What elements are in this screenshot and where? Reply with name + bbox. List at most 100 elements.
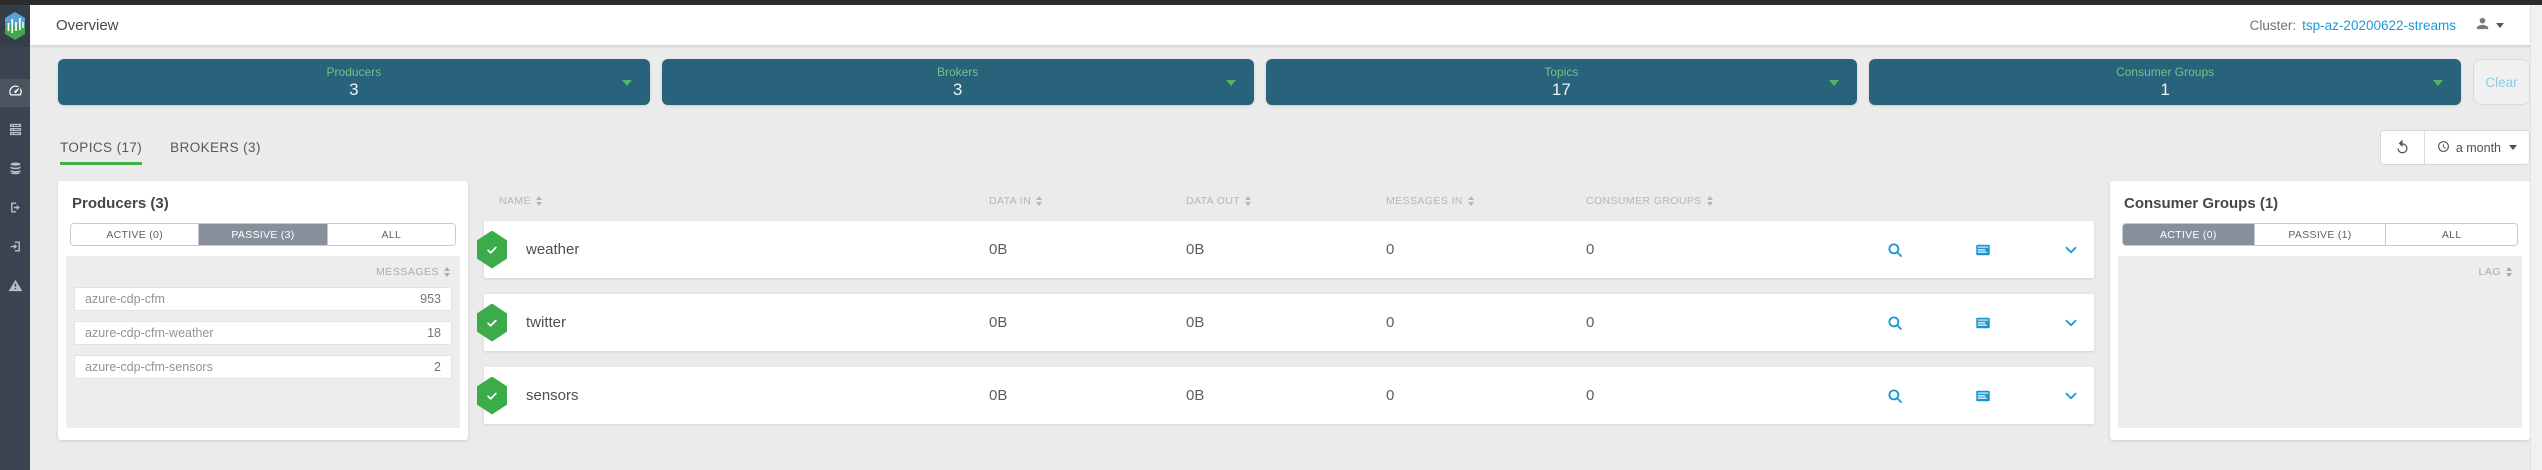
producers-panel-title: Producers (3) — [72, 195, 169, 212]
clear-filters-button[interactable]: Clear — [2473, 59, 2530, 105]
sort-icon — [1036, 196, 1043, 206]
messages-column-label: MESSAGES — [376, 266, 439, 278]
topic-messages-in: 0 — [1386, 241, 1395, 258]
topic-consumer-groups: 0 — [1586, 314, 1595, 331]
page-title: Overview — [56, 16, 119, 34]
cluster-link[interactable]: tsp-az-20200622-streams — [2302, 17, 2456, 33]
producer-row[interactable]: azure-cdp-cfm 953 — [74, 287, 452, 311]
search-icon[interactable] — [1886, 241, 1904, 259]
filter-card-label: Producers — [326, 64, 382, 79]
producers-filter-segmented: ACTIVE (0) PASSIVE (3) ALL — [70, 223, 456, 246]
expand-chevron-icon[interactable] — [2062, 241, 2080, 259]
topic-name[interactable]: weather — [526, 241, 580, 258]
consumer-groups-panel: Consumer Groups (1) ACTIVE (0) PASSIVE (… — [2110, 181, 2530, 440]
arrow-out-icon — [8, 200, 23, 220]
producer-name: azure-cdp-cfm-weather — [85, 326, 214, 340]
topic-data-in: 0B — [989, 387, 1008, 404]
column-header-data-out[interactable]: DATA OUT — [1186, 195, 1386, 207]
filter-card-label: Consumer Groups — [2116, 64, 2215, 79]
filter-card-row: Producers 3 Brokers 3 Topics 17 — [58, 59, 2530, 105]
topic-profile-icon[interactable] — [1974, 387, 1992, 405]
topic-row-twitter: twitter 0B 0B 0 0 — [477, 294, 2094, 351]
expand-chevron-icon[interactable] — [2062, 314, 2080, 332]
producer-messages: 18 — [427, 326, 441, 340]
smm-logo-icon[interactable] — [0, 5, 30, 47]
sort-icon — [444, 267, 450, 277]
topics-table: NAME DATA IN DATA OUT MESSAGES IN CONSUM… — [477, 181, 2094, 440]
clock-icon — [2437, 140, 2450, 156]
servers-icon — [8, 122, 23, 142]
sort-icon — [1467, 196, 1474, 206]
filter-card-label: Topics — [1544, 64, 1579, 79]
filter-card-producers[interactable]: Producers 3 — [58, 59, 650, 105]
topic-data-out: 0B — [1186, 241, 1205, 258]
consumer-groups-sort-header[interactable]: LAG — [2128, 266, 2512, 278]
person-icon — [2474, 15, 2491, 35]
top-header: Overview Cluster: tsp-az-20200622-stream… — [30, 5, 2542, 45]
tab-topics[interactable]: TOPICS (17) — [60, 140, 143, 165]
refresh-icon — [2395, 139, 2410, 157]
sidebar-item-overview[interactable] — [0, 79, 30, 107]
scrollbar[interactable] — [2530, 5, 2542, 470]
producers-sort-header[interactable]: MESSAGES — [76, 266, 450, 278]
producers-filter-active[interactable]: ACTIVE (0) — [71, 224, 199, 245]
sidebar-item-alerts[interactable] — [0, 274, 30, 302]
filter-card-brokers[interactable]: Brokers 3 — [661, 59, 1254, 105]
topics-table-header: NAME DATA IN DATA OUT MESSAGES IN CONSUM… — [484, 181, 2094, 221]
sort-icon — [1706, 196, 1713, 206]
topic-consumer-groups: 0 — [1586, 241, 1595, 258]
column-header-name[interactable]: NAME — [484, 195, 989, 207]
topic-name[interactable]: sensors — [526, 387, 579, 404]
user-menu[interactable] — [2474, 15, 2504, 35]
column-header-consumer-groups[interactable]: CONSUMER GROUPS — [1586, 195, 1786, 207]
time-toolbar: a month — [2379, 130, 2530, 165]
consumer-groups-panel-title: Consumer Groups (1) — [2124, 195, 2279, 212]
column-header-data-in[interactable]: DATA IN — [989, 195, 1186, 207]
topic-row-sensors: sensors 0B 0B 0 0 — [477, 367, 2094, 424]
search-icon[interactable] — [1886, 387, 1904, 405]
topic-data-in: 0B — [989, 314, 1008, 331]
chevron-down-icon — [2433, 80, 2443, 86]
consumer-groups-filter-segmented: ACTIVE (0) PASSIVE (1) ALL — [2122, 223, 2518, 246]
sidebar-nav — [0, 47, 30, 313]
sidebar-item-topics[interactable] — [0, 157, 30, 185]
arrow-in-icon — [8, 239, 23, 259]
filter-card-value: 3 — [952, 79, 963, 99]
topic-data-out: 0B — [1186, 314, 1205, 331]
filter-card-value: 17 — [1551, 79, 1571, 99]
sidebar-item-consumers[interactable] — [0, 235, 30, 263]
consumer-groups-filter-active[interactable]: ACTIVE (0) — [2123, 224, 2254, 245]
topic-profile-icon[interactable] — [1974, 314, 1992, 332]
chevron-down-icon — [1829, 80, 1840, 86]
search-icon[interactable] — [1886, 314, 1904, 332]
expand-chevron-icon[interactable] — [2062, 387, 2080, 405]
topic-name[interactable]: twitter — [526, 314, 567, 331]
window-top-strip — [0, 0, 2542, 5]
producers-panel: Producers (3) ACTIVE (0) PASSIVE (3) ALL… — [58, 181, 468, 440]
column-header-messages-in[interactable]: MESSAGES IN — [1386, 195, 1586, 207]
sort-icon — [2506, 267, 2512, 277]
warning-icon — [8, 278, 23, 298]
consumer-groups-filter-passive[interactable]: PASSIVE (1) — [2253, 224, 2386, 245]
chevron-down-icon — [2496, 22, 2504, 28]
producers-filter-passive[interactable]: PASSIVE (3) — [198, 224, 327, 245]
producer-name: azure-cdp-cfm — [85, 292, 165, 306]
tab-brokers[interactable]: BROKERS (3) — [170, 140, 261, 155]
refresh-button[interactable] — [2380, 131, 2425, 164]
topic-profile-icon[interactable] — [1974, 241, 1992, 259]
producers-filter-all[interactable]: ALL — [326, 224, 455, 245]
time-range-dropdown[interactable]: a month — [2424, 131, 2529, 164]
producer-row[interactable]: azure-cdp-cfm-sensors 2 — [74, 355, 452, 379]
sidebar-item-producers[interactable] — [0, 196, 30, 224]
producer-row[interactable]: azure-cdp-cfm-weather 18 — [74, 321, 452, 345]
topic-data-in: 0B — [989, 241, 1008, 258]
sidebar-item-brokers[interactable] — [0, 118, 30, 146]
filter-card-value: 3 — [349, 79, 359, 99]
producer-messages: 2 — [434, 360, 441, 374]
gauge-icon — [8, 83, 23, 103]
producers-list: MESSAGES azure-cdp-cfm 953 azure-cdp-cfm… — [66, 256, 460, 428]
filter-card-topics[interactable]: Topics 17 — [1265, 59, 1858, 105]
filter-card-consumer-groups[interactable]: Consumer Groups 1 — [1869, 59, 2461, 105]
consumer-groups-filter-all[interactable]: ALL — [2385, 224, 2517, 245]
